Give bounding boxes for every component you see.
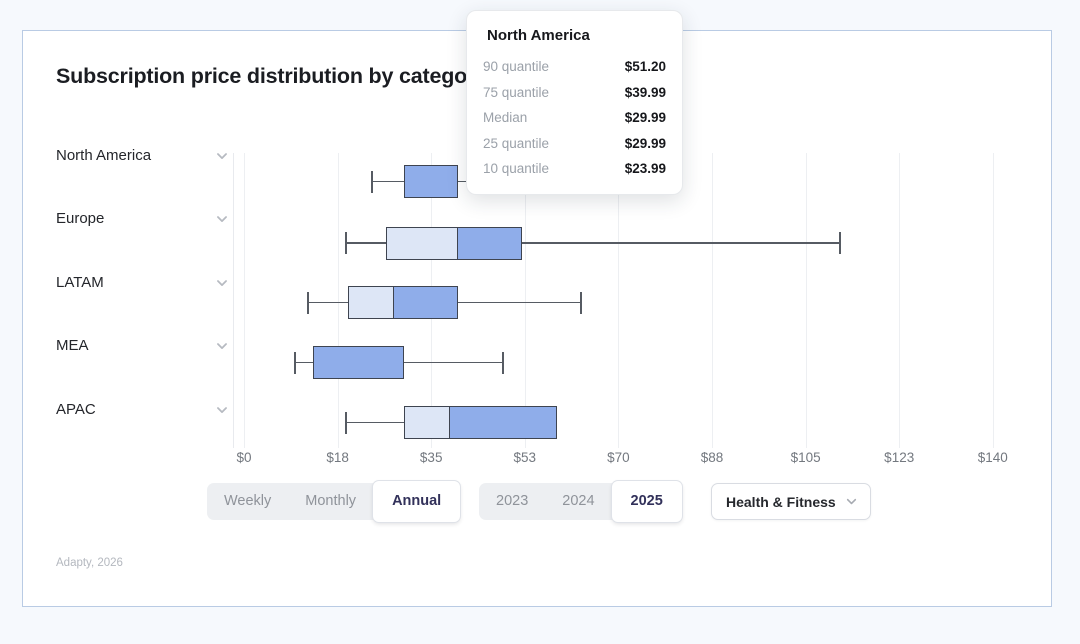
whisker-cap-low [307, 291, 310, 314]
year-option-2023[interactable]: 2023 [496, 493, 529, 509]
box-plot-box-latam[interactable] [348, 286, 458, 319]
chevron-down-icon [217, 153, 227, 159]
whisker-cap-low [293, 351, 296, 374]
box-plot-upper-half [314, 347, 404, 378]
region-row-label: Europe [56, 210, 105, 227]
chevron-down-icon [217, 343, 227, 349]
region-row-label: LATAM [56, 273, 104, 291]
whisker-cap-high [839, 232, 842, 254]
box-plot-upper-half [449, 407, 556, 438]
category-dropdown-label: Health & Fitness [726, 493, 836, 510]
whisker-cap-low [371, 170, 374, 193]
box-plot-box-mea[interactable] [313, 346, 405, 379]
x-gridline [524, 153, 526, 448]
x-axis-tick-label: $0 [236, 450, 252, 465]
tooltip-row-label: 90 quantile [483, 59, 550, 74]
tooltip-row-value: $29.99 [624, 110, 666, 125]
x-axis-tick-label: $70 [607, 450, 630, 465]
whisker-cap-high [579, 291, 582, 314]
box-plot-box-north-america[interactable] [404, 165, 458, 198]
x-axis-tick-label: $53 [513, 450, 537, 465]
x-axis-tick-label: $105 [790, 450, 821, 465]
period-option-weekly[interactable]: Weekly [224, 493, 272, 509]
chart-title: Subscription price distribution by categ… [56, 64, 488, 88]
tooltip-row-label: 25 quantile [483, 135, 550, 151]
x-axis-tick-label: $123 [884, 450, 915, 465]
tooltip-row-label: Median [483, 110, 528, 125]
x-gridline [618, 153, 620, 448]
region-row-label: APAC [56, 400, 96, 418]
tooltip-row-value: $39.99 [624, 84, 666, 100]
period-option-monthly[interactable]: Monthly [305, 493, 357, 509]
region-expander[interactable] [215, 149, 229, 168]
region-expander[interactable] [215, 212, 229, 231]
tooltip-rows: 90 quantile $51.20 75 quantile $39.99 Median… [483, 54, 666, 182]
box-plot-upper-half [393, 287, 457, 318]
x-gridline [805, 153, 807, 448]
box-plot-box-europe[interactable] [385, 226, 523, 260]
x-axis-tick-label: $88 [700, 450, 724, 465]
box-plot-upper-half [405, 166, 457, 197]
x-axis-tick-label: $18 [326, 450, 349, 465]
x-gridline [337, 153, 339, 448]
region-expander[interactable] [215, 339, 229, 358]
region-row-label: MEA [56, 337, 89, 354]
year-option-2024[interactable]: 2024 [562, 493, 595, 509]
chevron-down-icon [217, 216, 227, 222]
region-expander[interactable] [215, 403, 229, 422]
period-option-annual[interactable]: Annual [373, 481, 461, 522]
x-gridline [992, 153, 994, 448]
tooltip-row: 75 quantile $39.99 [483, 80, 666, 106]
period-toggle: Weekly Monthly Annual [207, 481, 461, 522]
tooltip-row-value: $51.20 [624, 59, 666, 74]
tooltip-row: 10 quantile $23.99 [483, 156, 666, 182]
year-toggle: 2023 2024 2025 [479, 481, 682, 522]
tooltip-row: Median $29.99 [483, 105, 666, 131]
tooltip-row: 90 quantile $51.20 [483, 54, 666, 80]
tooltip: North America 90 quantile $51.20 75 quanti… [466, 10, 683, 195]
x-gridline [244, 153, 245, 448]
x-axis-tick-label: $140 [977, 450, 1008, 465]
whisker-cap-low [344, 232, 347, 254]
tooltip-row-value: $23.99 [624, 161, 666, 176]
year-option-2025[interactable]: 2025 [611, 481, 682, 522]
chevron-down-icon [217, 279, 227, 286]
tooltip-title: North America [487, 27, 590, 44]
region-row-label: North America [56, 147, 152, 164]
x-gridline [899, 153, 901, 448]
box-plot-box-apac[interactable] [404, 406, 557, 439]
whisker-cap-low [344, 411, 347, 434]
chevron-down-icon [217, 406, 227, 413]
category-dropdown[interactable]: Health & Fitness [711, 483, 871, 520]
chevron-down-icon [846, 498, 857, 505]
tooltip-row-label: 10 quantile [483, 161, 550, 176]
whisker-cap-high [502, 351, 505, 374]
x-axis-tick-label: $35 [419, 450, 443, 465]
whisker-line [345, 242, 841, 244]
box-plot-area: $0 $18 $35 $53 $70 $88 $105 $123 $140 [23, 31, 1051, 606]
region-expander[interactable] [215, 276, 229, 295]
tooltip-row-value: $29.99 [624, 135, 666, 151]
tooltip-row: 25 quantile $29.99 [483, 131, 666, 157]
tooltip-row-label: 75 quantile [483, 84, 550, 100]
category-axis-line [233, 153, 234, 448]
x-gridline [712, 153, 713, 448]
box-plot-upper-half [457, 227, 522, 259]
source-caption: Adapty, 2026 [56, 557, 123, 569]
